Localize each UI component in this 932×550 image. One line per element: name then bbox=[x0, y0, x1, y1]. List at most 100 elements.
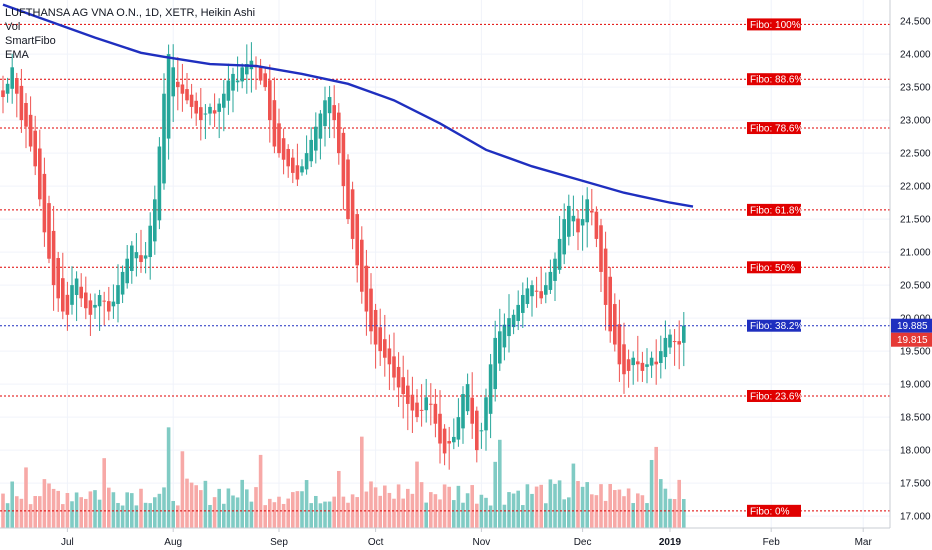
candle-body bbox=[378, 327, 382, 352]
fibo-tag-box bbox=[747, 504, 801, 517]
volume-bar bbox=[525, 484, 530, 528]
candle-body bbox=[659, 351, 663, 363]
candle-body bbox=[327, 97, 332, 114]
volume-bar bbox=[309, 503, 313, 528]
volume-bar bbox=[392, 498, 396, 528]
volume-bar bbox=[659, 479, 663, 528]
volume-bar bbox=[553, 483, 557, 528]
candle-body bbox=[139, 255, 143, 263]
candle-body bbox=[222, 93, 226, 108]
candle-body bbox=[162, 93, 166, 184]
candle-body bbox=[668, 334, 672, 348]
volume-bar bbox=[42, 479, 47, 528]
candle-body bbox=[350, 189, 355, 239]
volume-bar bbox=[548, 479, 553, 528]
candle-body bbox=[456, 417, 461, 440]
price-axis[interactable]: 17.00017.50018.00018.50019.00019.50020.0… bbox=[889, 0, 932, 528]
volume-bar bbox=[79, 497, 83, 528]
volume-bar bbox=[461, 502, 465, 528]
volume-bar bbox=[493, 461, 497, 528]
volume-bar bbox=[28, 504, 33, 528]
time-tick-label: Nov bbox=[473, 537, 491, 548]
candle-body bbox=[268, 80, 272, 121]
fibo-tag-label: Fibo: 50% bbox=[750, 263, 795, 274]
volume-bar bbox=[291, 492, 295, 528]
volume-bar bbox=[134, 505, 139, 528]
candle-body bbox=[84, 292, 88, 309]
volume-bar bbox=[111, 492, 116, 528]
fibo-tag-label: Fibo: 23.6% bbox=[750, 392, 803, 403]
candle-body bbox=[410, 394, 415, 411]
candle-body bbox=[116, 285, 120, 304]
candle-body bbox=[309, 139, 313, 162]
volume-bar bbox=[157, 493, 162, 528]
volume-bar bbox=[567, 497, 571, 528]
candles bbox=[1, 42, 686, 470]
legend-vol[interactable]: Vol bbox=[5, 21, 21, 33]
volume-bar bbox=[360, 436, 364, 528]
candle-body bbox=[599, 225, 603, 272]
candle-body bbox=[291, 157, 295, 173]
fibo-tag-label: Fibo: 100% bbox=[750, 20, 801, 31]
candle-body bbox=[682, 325, 686, 343]
volume-bar bbox=[332, 496, 336, 528]
volume-bar bbox=[5, 503, 10, 528]
volume-bar bbox=[240, 479, 244, 528]
volume-bar bbox=[571, 463, 576, 528]
candle-body bbox=[406, 385, 410, 404]
candle-body bbox=[143, 255, 148, 259]
volume-bar bbox=[498, 439, 502, 528]
volume-bar bbox=[61, 504, 65, 528]
volume-bar bbox=[148, 503, 152, 528]
fibo-tag-box bbox=[747, 18, 801, 31]
candle-body bbox=[258, 66, 263, 81]
candle-body bbox=[548, 271, 553, 290]
candle-body bbox=[38, 148, 42, 200]
candle-body bbox=[42, 173, 47, 233]
candle-body bbox=[530, 285, 534, 297]
volume-bar bbox=[171, 500, 175, 528]
volume-bar bbox=[599, 484, 603, 528]
volume-bar bbox=[194, 485, 198, 528]
volume-bar bbox=[415, 461, 419, 528]
fibo-tag-box bbox=[747, 319, 801, 332]
volume-bar bbox=[433, 494, 438, 528]
volume-bar bbox=[576, 481, 580, 528]
last-price-tag bbox=[891, 318, 932, 333]
volume-bar bbox=[263, 505, 267, 528]
volume-bar bbox=[507, 492, 511, 528]
candle-body bbox=[654, 361, 658, 365]
volume-bar bbox=[654, 446, 658, 528]
volume-bar bbox=[544, 503, 548, 528]
volume-bar bbox=[649, 459, 654, 528]
volume-bar bbox=[203, 480, 208, 528]
volume-bar bbox=[452, 500, 456, 528]
volume-bar bbox=[369, 481, 373, 528]
volume-bar bbox=[65, 493, 70, 528]
price-tick-label: 19.500 bbox=[900, 347, 931, 358]
symbol-title[interactable]: LUFTHANSA AG VNA O.N., 1D, XETR, Heikin … bbox=[5, 7, 256, 19]
candle-body bbox=[171, 67, 175, 97]
candle-body bbox=[346, 159, 350, 220]
candle-body bbox=[56, 258, 60, 299]
volume-bar bbox=[249, 501, 254, 528]
time-axis[interactable]: Jul Aug Sep Oct Nov Dec 2019 Feb Mar bbox=[0, 527, 890, 548]
legend-ema[interactable]: EMA bbox=[5, 49, 29, 61]
volume-bar bbox=[516, 490, 520, 528]
candle-body bbox=[452, 436, 456, 443]
volume-bar bbox=[116, 502, 120, 528]
candle-body bbox=[166, 54, 171, 139]
volume-bar bbox=[355, 497, 359, 528]
volume-bar bbox=[286, 498, 290, 528]
candle-body bbox=[594, 211, 599, 239]
volume-bar bbox=[585, 482, 589, 528]
volume-bar bbox=[534, 486, 539, 528]
legend-smartfibo[interactable]: SmartFibo bbox=[5, 35, 56, 47]
candle-body bbox=[553, 258, 557, 281]
candle-body bbox=[51, 230, 56, 286]
volume-bar bbox=[631, 503, 635, 528]
price-tick-label: 24.000 bbox=[900, 50, 931, 61]
volume-bar bbox=[97, 499, 102, 528]
volume-bar bbox=[217, 488, 221, 528]
